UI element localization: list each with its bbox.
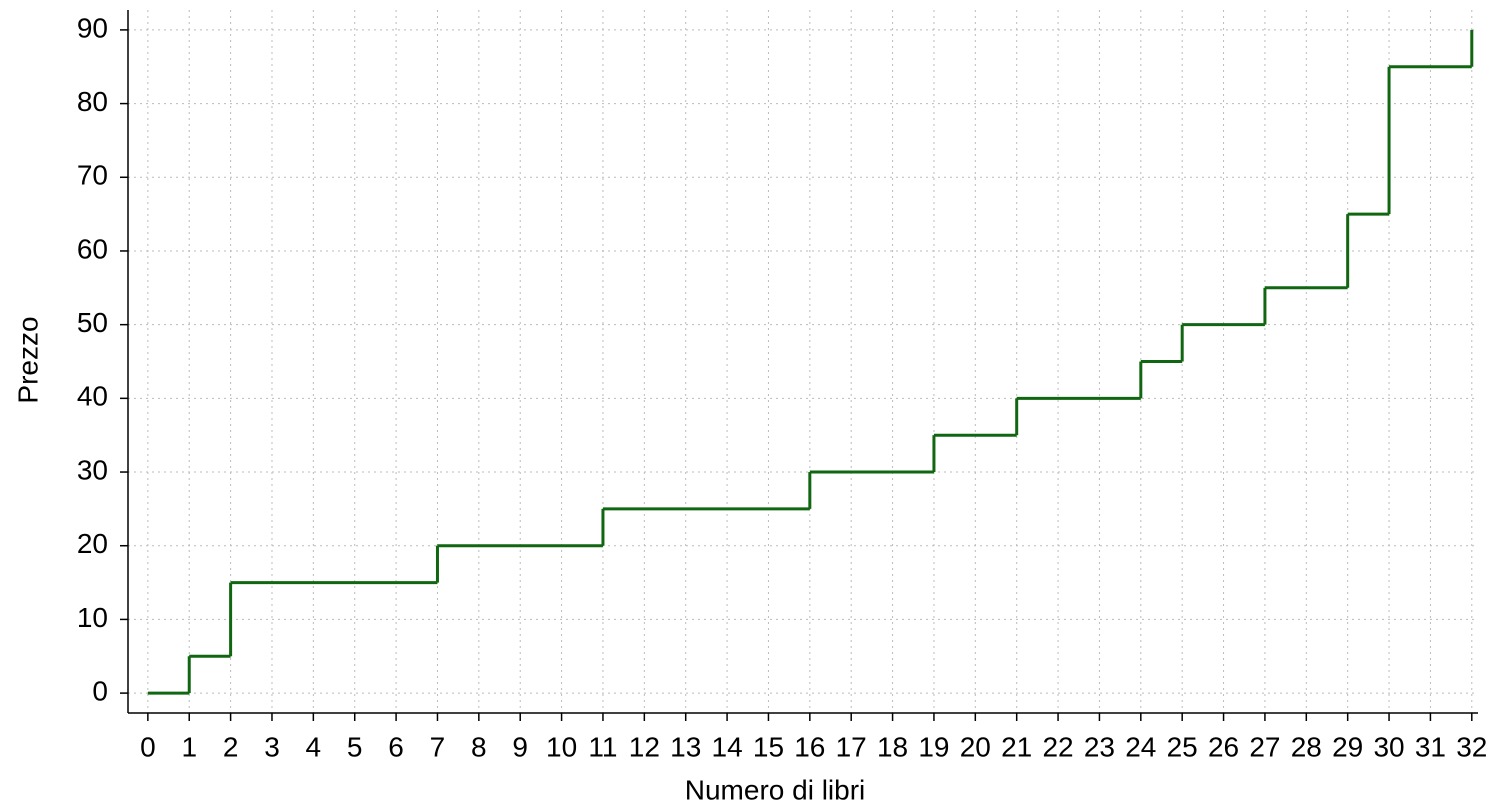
y-tick-label: 20 [77, 528, 108, 559]
x-tick-label: 8 [471, 731, 487, 762]
x-tick-label: 17 [836, 731, 867, 762]
y-tick-label: 40 [77, 381, 108, 412]
x-tick-label: 11 [588, 731, 617, 762]
x-tick-label: 5 [347, 731, 363, 762]
x-tick-label: 27 [1249, 731, 1280, 762]
x-tick-label: 25 [1167, 731, 1198, 762]
x-tick-label: 30 [1373, 731, 1404, 762]
x-tick-label: 19 [918, 731, 949, 762]
x-tick-label: 16 [794, 731, 825, 762]
y-tick-label: 0 [92, 675, 108, 706]
x-tick-label: 7 [430, 731, 446, 762]
x-tick-label: 3 [264, 731, 280, 762]
x-tick-label: 14 [712, 731, 743, 762]
x-tick-label: 22 [1042, 731, 1073, 762]
x-tick-label: 24 [1125, 731, 1156, 762]
x-tick-label: 6 [388, 731, 404, 762]
x-tick-label: 4 [306, 731, 322, 762]
x-axis-label: Numero di libri [685, 774, 866, 805]
y-tick-label: 50 [77, 307, 108, 338]
x-tick-label: 23 [1084, 731, 1115, 762]
y-tick-label: 60 [77, 233, 108, 264]
x-tick-label: 12 [629, 731, 660, 762]
x-tick-label: 26 [1208, 731, 1239, 762]
x-tick-label: 13 [670, 731, 701, 762]
x-tick-label: 29 [1332, 731, 1363, 762]
x-tick-label: 31 [1415, 731, 1446, 762]
x-tick-label: 0 [140, 731, 156, 762]
y-tick-label: 90 [77, 12, 108, 43]
x-tick-label: 20 [960, 731, 991, 762]
x-tick-label: 2 [223, 731, 239, 762]
x-tick-label: 21 [1001, 731, 1032, 762]
y-axis-label: Prezzo [12, 316, 43, 403]
x-tick-label: 32 [1456, 731, 1487, 762]
y-tick-label: 10 [77, 602, 108, 633]
x-tick-label: 9 [512, 731, 528, 762]
x-tick-label: 28 [1291, 731, 1322, 762]
x-tick-label: 10 [546, 731, 577, 762]
y-tick-label: 80 [77, 86, 108, 117]
y-tick-label: 30 [77, 454, 108, 485]
y-tick-label: 70 [77, 160, 108, 191]
x-tick-label: 18 [877, 731, 908, 762]
x-tick-label: 15 [753, 731, 784, 762]
x-tick-label: 1 [181, 731, 197, 762]
